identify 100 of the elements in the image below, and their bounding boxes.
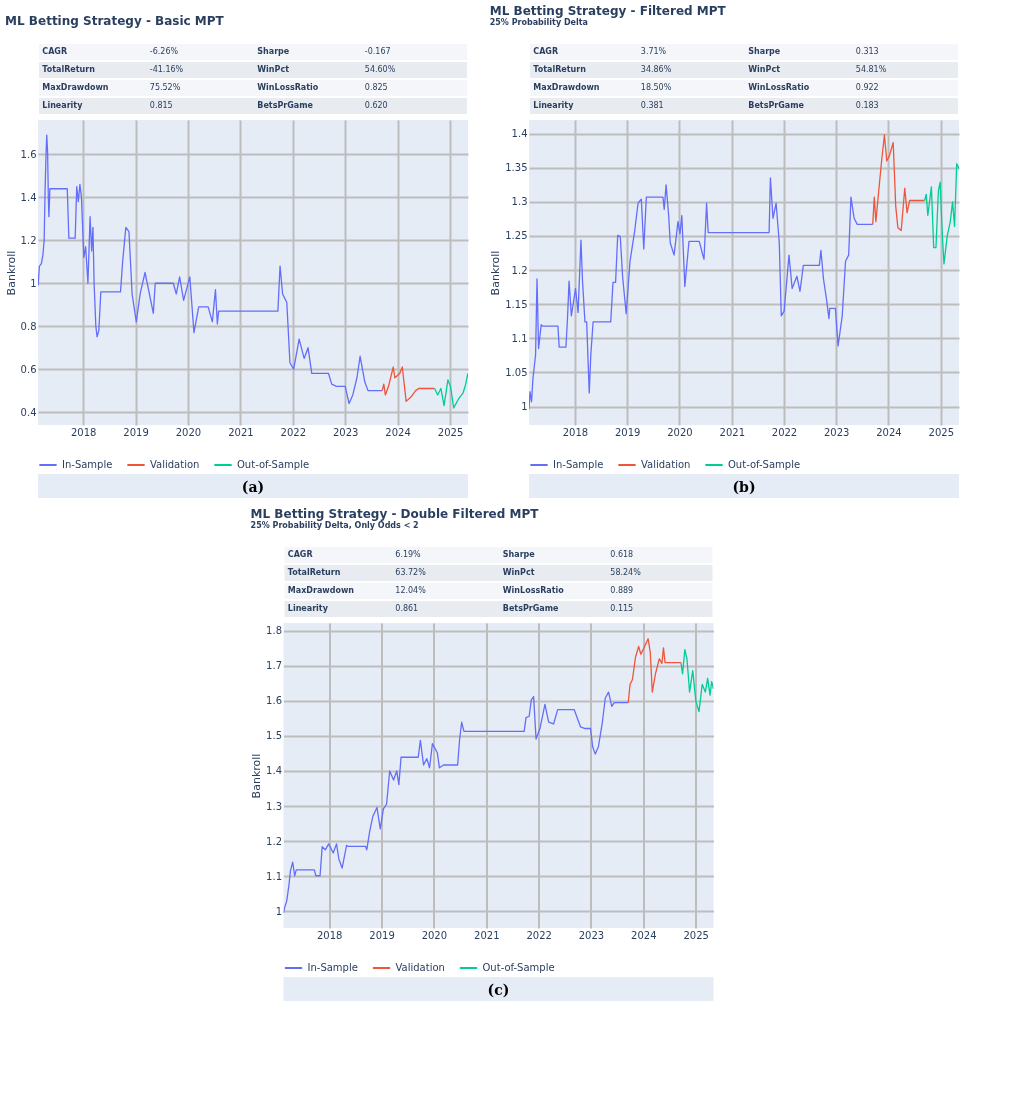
x-tick-label: 2022 (526, 929, 552, 941)
text: (b) (732, 479, 756, 495)
x-tick-label: 2018 (562, 426, 589, 438)
x-tick-label: 2021 (474, 929, 500, 941)
text: 63.72% (395, 568, 427, 577)
y-tick-label: 1.15 (505, 298, 528, 310)
x-tick-label: 2022 (280, 426, 307, 438)
line-series (433, 372, 468, 409)
chart-title: ML Betting Strategy - Basic MPT (5, 14, 225, 28)
y-tick-label: 0.4 (20, 406, 37, 418)
y-tick-label: 1.4 (266, 765, 282, 777)
y-axis-title: Bankroll (4, 250, 18, 296)
text: 0.815 (149, 101, 173, 110)
line-series (283, 691, 629, 914)
line-series (38, 134, 383, 405)
y-tick-label: 1.2 (20, 234, 37, 246)
legend-label: Validation (395, 962, 445, 973)
legend-label: In-Sample (62, 459, 113, 470)
line-series (924, 163, 959, 265)
text: -41.16% (149, 65, 184, 74)
text: 0.825 (364, 83, 388, 92)
text: CAGR (42, 47, 68, 56)
line-series (529, 177, 874, 410)
text: 0.861 (395, 604, 419, 613)
text: 0.922 (855, 83, 879, 92)
text: Sharpe (257, 47, 290, 56)
text: 58.24% (610, 568, 642, 577)
y-tick-label: 0.6 (20, 363, 37, 375)
x-tick-label: 2019 (369, 929, 395, 941)
legend-label: Out-of-Sample (237, 459, 310, 470)
text: WinLossRatio (257, 83, 319, 92)
text: 12.04% (395, 586, 427, 595)
x-tick-label: 2024 (385, 426, 411, 438)
x-tick-label: 2025 (928, 426, 955, 438)
y-tick-label: 1.4 (511, 128, 528, 140)
y-tick-label: 1.3 (511, 196, 528, 208)
text: MaxDrawdown (42, 83, 109, 92)
y-tick-label: 1.4 (20, 191, 37, 203)
x-tick-label: 2021 (228, 426, 254, 438)
y-axis-title: Bankroll (250, 753, 264, 799)
x-tick-label: 2024 (876, 426, 902, 438)
x-tick-label: 2022 (771, 426, 798, 438)
text: 0.115 (610, 604, 634, 613)
chart-subtitle: 25% Probability Delta (489, 18, 588, 27)
x-tick-label: 2024 (631, 929, 657, 941)
text: 54.81% (855, 65, 887, 74)
text: 0.381 (640, 101, 664, 110)
text: WinPct (257, 65, 290, 74)
y-tick-label: 1.35 (505, 162, 528, 174)
text: CAGR (287, 550, 313, 559)
text: BetsPrGame (502, 604, 560, 613)
x-tick-label: 2018 (317, 929, 343, 941)
x-tick-label: 2019 (614, 426, 641, 438)
y-tick-label: 1 (275, 905, 282, 917)
text: CAGR (533, 47, 559, 56)
text: BetsPrGame (748, 101, 805, 110)
text: -6.26% (149, 47, 179, 56)
text: 0.618 (610, 550, 634, 559)
y-tick-label: 1.2 (511, 264, 528, 276)
text: TotalReturn (287, 568, 341, 577)
x-tick-label: 2025 (437, 426, 464, 438)
line-series (627, 638, 682, 704)
y-axis-title: Bankroll (489, 250, 503, 296)
x-tick-label: 2020 (421, 929, 448, 941)
text: 54.60% (364, 65, 396, 74)
y-tick-label: 1.5 (266, 730, 282, 742)
y-tick-label: 1.25 (505, 230, 528, 242)
x-tick-label: 2023 (332, 426, 359, 438)
legend-label: Out-of-Sample (728, 459, 801, 470)
legend-label: In-Sample (307, 962, 358, 973)
text: Sharpe (748, 47, 781, 56)
text: 18.50% (640, 83, 672, 92)
legend-label: Validation (150, 459, 200, 470)
text: (c) (487, 982, 510, 998)
y-tick-label: 1.8 (266, 625, 282, 637)
text: Linearity (42, 101, 84, 110)
y-tick-label: 1.1 (266, 870, 282, 882)
y-tick-label: 1.7 (266, 660, 282, 672)
text: Linearity (287, 604, 329, 613)
text: WinLossRatio (502, 586, 565, 595)
text: 75.52% (149, 83, 181, 92)
x-tick-label: 2020 (667, 426, 693, 438)
x-tick-label: 2019 (123, 426, 149, 438)
x-tick-label: 2023 (578, 929, 605, 941)
legend-label: Out-of-Sample (482, 962, 555, 973)
text: 0.620 (364, 101, 388, 110)
y-tick-label: 1.2 (266, 835, 282, 847)
y-tick-label: 1.6 (266, 695, 282, 707)
y-tick-label: 1.3 (266, 800, 282, 812)
text: BetsPrGame (257, 101, 314, 110)
text: Linearity (533, 101, 575, 110)
text: -0.167 (364, 47, 391, 56)
x-tick-label: 2021 (719, 426, 745, 438)
text: 0.183 (855, 101, 879, 110)
text: WinPct (502, 568, 535, 577)
text: TotalReturn (533, 65, 587, 74)
x-tick-label: 2023 (824, 426, 850, 438)
y-tick-label: 1.05 (505, 366, 528, 378)
text: 0.889 (610, 586, 634, 595)
y-tick-label: 0.8 (20, 320, 37, 332)
